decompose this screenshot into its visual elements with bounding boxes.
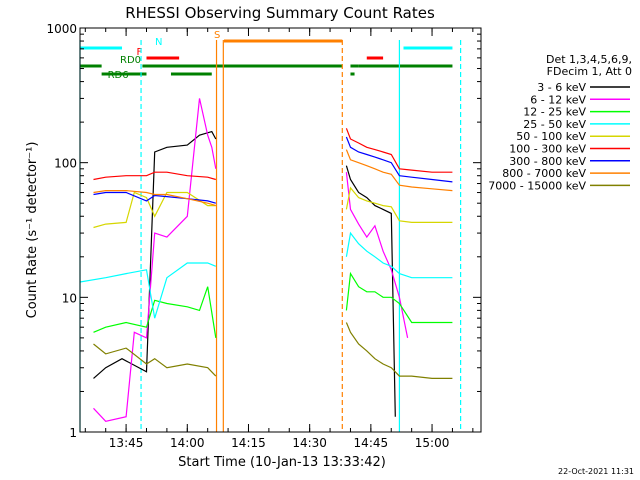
flag-label-n: N [155,37,162,48]
date-stamp: 22-Oct-2021 11:31 [558,467,634,476]
legend: Det 1,3,4,5,6,9,FDecim 1, Att 0 3 - 6 keV… [488,53,632,192]
flag-label-f: F [136,47,142,58]
flag-bars: N F S RD0 RD6 [80,30,453,81]
x-tick-label: 14:30 [292,436,327,450]
x-tick-label: 14:45 [354,436,389,450]
y-axis-ticks: 1 10 100 1000 [46,22,481,440]
chart-title: RHESSI Observing Summary Count Rates [125,4,435,22]
series-line [93,98,217,422]
legend-label: 50 - 100 keV [516,130,586,143]
series-line [93,286,217,338]
series-line [345,172,409,339]
x-tick-label: 14:15 [231,436,266,450]
time-markers [79,40,462,432]
flag-label-s: S [214,30,220,41]
flag-label-rd6: RD6 [108,70,129,81]
series-line [93,191,216,204]
y-tick-label: 1 [69,426,77,440]
legend-header: FDecim 1, Att 0 [547,65,632,78]
legend-label: 7000 - 15000 keV [488,179,586,192]
flag-label-rd0: RD0 [120,55,141,66]
series-line [345,322,453,379]
series-line [345,271,453,324]
legend-label: 25 - 50 keV [523,118,586,131]
legend-label: 100 - 300 keV [509,143,586,156]
legend-label: 6 - 12 keV [530,93,586,106]
y-tick-label: 10 [62,291,77,305]
plot-frame [79,27,482,433]
series-line [93,191,216,229]
y-tick-label: 100 [54,157,77,171]
series-line [79,262,217,319]
y-tick-label: 1000 [46,22,77,36]
legend-label: 300 - 800 keV [509,155,586,168]
y-axis-label: Count Rate (s⁻¹ detector⁻¹) [25,142,40,319]
legend-label: 3 - 6 keV [537,81,586,94]
legend-header: Det 1,3,4,5,6,9, [546,53,632,66]
x-axis-ticks: 13:45 14:00 14:15 14:30 14:45 15:00 [84,28,474,450]
series-line [345,186,453,223]
legend-label: 12 - 25 keV [523,106,586,119]
x-tick-label: 13:45 [109,436,144,450]
x-axis-label: Start Time (10-Jan-13 13:33:42) [178,455,386,470]
series-line [93,171,216,181]
series-line [345,231,453,279]
legend-label: 800 - 7000 keV [502,167,586,180]
x-tick-label: 15:00 [415,436,450,450]
series-line [345,128,453,173]
series-group [79,98,453,422]
series-line [345,149,453,192]
series-line [93,190,216,207]
series-line [93,130,217,379]
x-tick-label: 14:00 [170,436,205,450]
series-line [93,343,217,377]
series-line [345,136,453,183]
